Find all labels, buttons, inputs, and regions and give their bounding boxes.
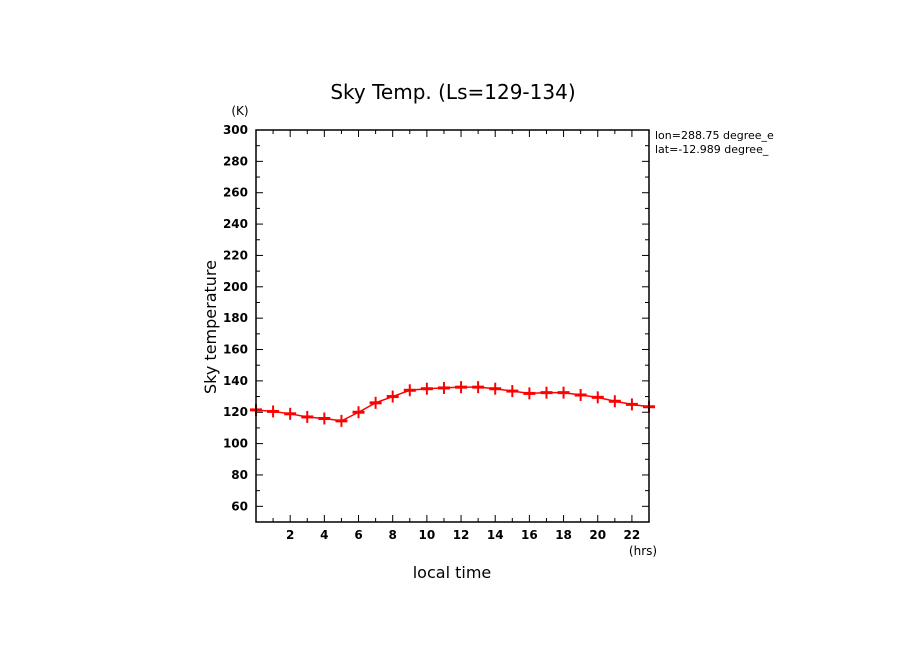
x-tick-label: 20	[589, 528, 606, 542]
data-point-marker	[472, 381, 485, 394]
y-tick-label: 180	[223, 311, 248, 325]
data-point-marker	[608, 395, 621, 408]
data-point-marker	[625, 398, 638, 411]
data-point-marker	[284, 407, 297, 420]
y-tick-label: 200	[223, 280, 248, 294]
y-tick-label: 240	[223, 217, 248, 231]
data-point-marker	[386, 390, 399, 403]
x-tick-label: 4	[320, 528, 328, 542]
y-tick-label: 100	[223, 437, 248, 451]
x-tick-label: 12	[453, 528, 470, 542]
data-point-marker	[506, 385, 519, 398]
y-tick-label: 300	[223, 123, 248, 137]
y-tick-label: 160	[223, 343, 248, 357]
plot-frame	[255, 129, 650, 523]
data-point-marker	[352, 406, 365, 419]
data-point-marker	[335, 414, 348, 427]
y-tick-label: 280	[223, 154, 248, 168]
data-point-marker	[523, 387, 536, 400]
data-point-marker	[540, 386, 553, 399]
data-point-marker	[369, 396, 382, 409]
y-tick-label: 260	[223, 186, 248, 200]
x-axis-label: local time	[413, 563, 492, 582]
data-point-marker	[591, 391, 604, 404]
data-point-marker	[267, 405, 280, 418]
y-axis-label: Sky temperature	[201, 260, 220, 394]
x-tick-label: 18	[555, 528, 572, 542]
x-tick-label: 2	[286, 528, 294, 542]
data-point-marker	[455, 381, 468, 394]
y-tick-label: 220	[223, 248, 248, 262]
x-tick-label: 6	[354, 528, 362, 542]
x-tick-label: 22	[624, 528, 641, 542]
data-point-marker	[403, 384, 416, 397]
data-point-marker	[437, 381, 450, 394]
series-line	[255, 386, 650, 422]
data-point-marker	[301, 410, 314, 423]
x-tick-label: 8	[389, 528, 397, 542]
data-point-marker	[557, 386, 570, 399]
lat-annotation: lat=-12.989 degree_	[655, 143, 769, 156]
lon-annotation: lon=288.75 degree_e	[655, 129, 774, 142]
x-tick-label: 14	[487, 528, 504, 542]
data-point-marker	[318, 412, 331, 425]
chart-title: Sky Temp. (Ls=129-134)	[330, 80, 575, 104]
y-tick-label: 140	[223, 374, 248, 388]
y-tick-label: 80	[231, 468, 248, 482]
data-point-marker	[574, 388, 587, 401]
data-point-marker	[420, 382, 433, 395]
y-tick-label: 60	[231, 499, 248, 513]
x-tick-label: 10	[419, 528, 436, 542]
x-tick-label: 16	[521, 528, 538, 542]
data-point-marker	[489, 382, 502, 395]
y-tick-label: 120	[223, 405, 248, 419]
y-unit-label: (K)	[231, 104, 248, 118]
x-unit-label: (hrs)	[629, 544, 657, 558]
